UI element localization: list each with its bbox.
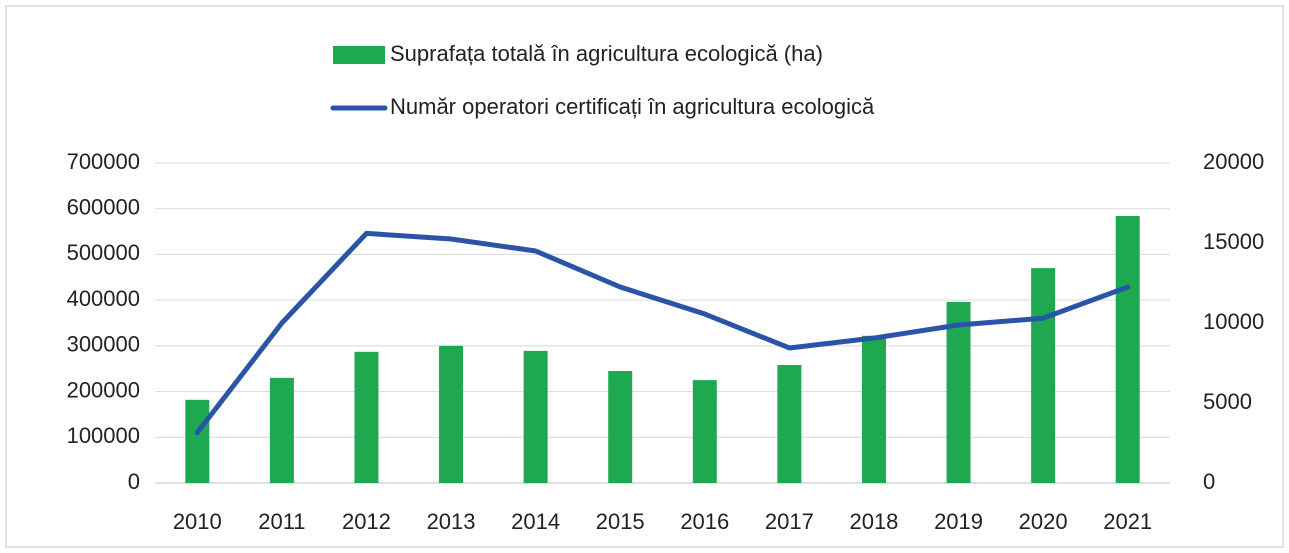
y2-tick-label: 10000 [1203, 309, 1264, 334]
bar [439, 345, 464, 483]
x-tick-label: 2018 [849, 509, 898, 534]
y-tick-label: 500000 [67, 240, 140, 265]
y-tick-label: 600000 [67, 195, 140, 220]
legend-label: Număr operatori certificați în agricultu… [390, 94, 875, 119]
bar [185, 399, 210, 483]
y-tick-label: 0 [128, 469, 140, 494]
line-series [194, 230, 1131, 436]
y-tick-label: 700000 [67, 149, 140, 174]
x-tick-label: 2016 [680, 509, 729, 534]
x-tick-label: 2021 [1103, 509, 1152, 534]
bar [1115, 216, 1140, 483]
legend-label: Suprafața totală în agricultura ecologic… [390, 41, 823, 66]
y2-tick-label: 0 [1203, 469, 1215, 494]
x-tick-label: 2015 [596, 509, 645, 534]
y-tick-label: 200000 [67, 377, 140, 402]
y-tick-label: 400000 [67, 286, 140, 311]
y-tick-label: 300000 [67, 332, 140, 357]
x-tick-label: 2013 [427, 509, 476, 534]
x-tick-label: 2010 [173, 509, 222, 534]
bar [608, 371, 633, 483]
x-tick-label: 2014 [511, 509, 560, 534]
x-tick-label: 2019 [934, 509, 983, 534]
y2-tick-label: 15000 [1203, 229, 1264, 254]
y2-tick-label: 5000 [1203, 389, 1252, 414]
bar [777, 365, 802, 483]
bar [269, 377, 294, 483]
bar [692, 380, 717, 483]
bar [523, 350, 548, 483]
bar [946, 301, 971, 483]
x-tick-label: 2012 [342, 509, 391, 534]
bar [861, 335, 886, 483]
x-tick-label: 2020 [1019, 509, 1068, 534]
bar [354, 351, 379, 483]
legend-swatch [333, 46, 385, 64]
bar [1031, 268, 1056, 483]
y2-tick-label: 20000 [1203, 149, 1264, 174]
x-tick-label: 2017 [765, 509, 814, 534]
chart-frame [5, 5, 1284, 548]
x-tick-label: 2011 [258, 509, 305, 534]
y-tick-label: 100000 [67, 423, 140, 448]
